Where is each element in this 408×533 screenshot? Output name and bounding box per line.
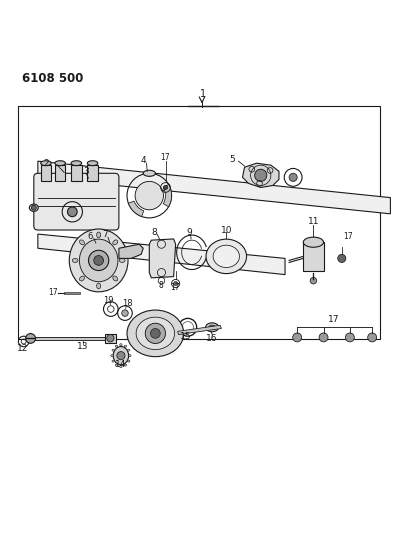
Text: 10: 10 — [221, 225, 232, 235]
Polygon shape — [32, 337, 111, 340]
Polygon shape — [149, 239, 175, 278]
Ellipse shape — [206, 239, 246, 273]
Text: 2: 2 — [43, 159, 49, 168]
Text: 13: 13 — [77, 342, 88, 351]
Text: 3: 3 — [84, 167, 89, 176]
Ellipse shape — [112, 360, 114, 362]
Ellipse shape — [119, 259, 125, 262]
Ellipse shape — [127, 310, 184, 357]
Text: 5: 5 — [229, 155, 235, 164]
Text: 17: 17 — [328, 314, 339, 324]
Polygon shape — [38, 161, 390, 214]
Text: 17: 17 — [343, 232, 353, 240]
Circle shape — [122, 310, 128, 317]
FancyBboxPatch shape — [34, 173, 119, 230]
Text: 15: 15 — [180, 332, 191, 341]
Circle shape — [26, 334, 35, 343]
Polygon shape — [64, 292, 80, 294]
Text: 12: 12 — [17, 344, 29, 353]
Text: 6108 500: 6108 500 — [22, 71, 83, 85]
Text: 9: 9 — [186, 228, 192, 237]
Text: 7: 7 — [102, 230, 108, 239]
Circle shape — [89, 251, 109, 271]
Ellipse shape — [72, 259, 78, 262]
Ellipse shape — [80, 276, 84, 281]
Circle shape — [346, 333, 354, 342]
Ellipse shape — [303, 237, 324, 247]
Ellipse shape — [206, 323, 219, 332]
Circle shape — [255, 169, 267, 181]
Ellipse shape — [115, 345, 118, 347]
Circle shape — [319, 333, 328, 342]
Ellipse shape — [112, 349, 114, 351]
Wedge shape — [163, 184, 172, 207]
Ellipse shape — [55, 161, 65, 166]
Ellipse shape — [69, 229, 128, 292]
Text: 1: 1 — [200, 90, 206, 99]
Circle shape — [117, 352, 125, 360]
Circle shape — [107, 335, 114, 342]
Bar — [303, 242, 324, 271]
Text: 18: 18 — [122, 300, 132, 308]
Ellipse shape — [113, 346, 129, 365]
Circle shape — [368, 333, 377, 342]
Text: 14: 14 — [115, 360, 126, 369]
Ellipse shape — [97, 232, 101, 238]
Bar — [87, 165, 98, 181]
Circle shape — [135, 181, 164, 210]
Ellipse shape — [143, 170, 155, 176]
Circle shape — [31, 205, 36, 210]
Text: 17: 17 — [170, 284, 180, 293]
Circle shape — [174, 281, 177, 286]
Polygon shape — [177, 325, 222, 335]
Ellipse shape — [115, 364, 118, 366]
Ellipse shape — [129, 354, 131, 357]
Ellipse shape — [209, 325, 215, 329]
Ellipse shape — [80, 240, 84, 245]
Ellipse shape — [120, 344, 122, 346]
Bar — [105, 334, 116, 343]
Circle shape — [338, 254, 346, 262]
Text: 8: 8 — [152, 228, 157, 237]
Ellipse shape — [124, 345, 126, 347]
Bar — [71, 165, 82, 181]
Ellipse shape — [87, 161, 98, 166]
Circle shape — [67, 207, 77, 216]
Ellipse shape — [120, 366, 122, 368]
Ellipse shape — [127, 360, 130, 362]
Ellipse shape — [113, 240, 118, 245]
Ellipse shape — [127, 349, 130, 351]
Circle shape — [164, 185, 168, 190]
Text: 8: 8 — [158, 281, 163, 290]
Text: 17: 17 — [161, 152, 170, 161]
Circle shape — [310, 278, 317, 284]
Ellipse shape — [71, 161, 82, 166]
Ellipse shape — [80, 239, 118, 282]
Ellipse shape — [136, 317, 175, 350]
Circle shape — [293, 333, 302, 342]
Polygon shape — [242, 163, 279, 188]
Circle shape — [289, 173, 297, 181]
Ellipse shape — [113, 276, 118, 281]
Polygon shape — [119, 244, 143, 259]
Ellipse shape — [97, 283, 101, 289]
Ellipse shape — [213, 245, 239, 268]
Bar — [55, 165, 65, 181]
Circle shape — [151, 328, 160, 338]
Ellipse shape — [124, 364, 126, 366]
Text: 17: 17 — [49, 288, 58, 297]
Bar — [41, 165, 51, 181]
Circle shape — [145, 323, 166, 343]
Text: 16: 16 — [206, 334, 218, 343]
Text: 6: 6 — [88, 232, 93, 240]
Circle shape — [94, 255, 104, 265]
Ellipse shape — [29, 204, 38, 212]
Text: 11: 11 — [308, 217, 319, 227]
Text: 4: 4 — [140, 156, 146, 165]
Polygon shape — [38, 234, 285, 274]
Text: 19: 19 — [104, 296, 114, 305]
Ellipse shape — [41, 161, 51, 166]
Wedge shape — [129, 201, 144, 216]
Ellipse shape — [111, 354, 113, 357]
